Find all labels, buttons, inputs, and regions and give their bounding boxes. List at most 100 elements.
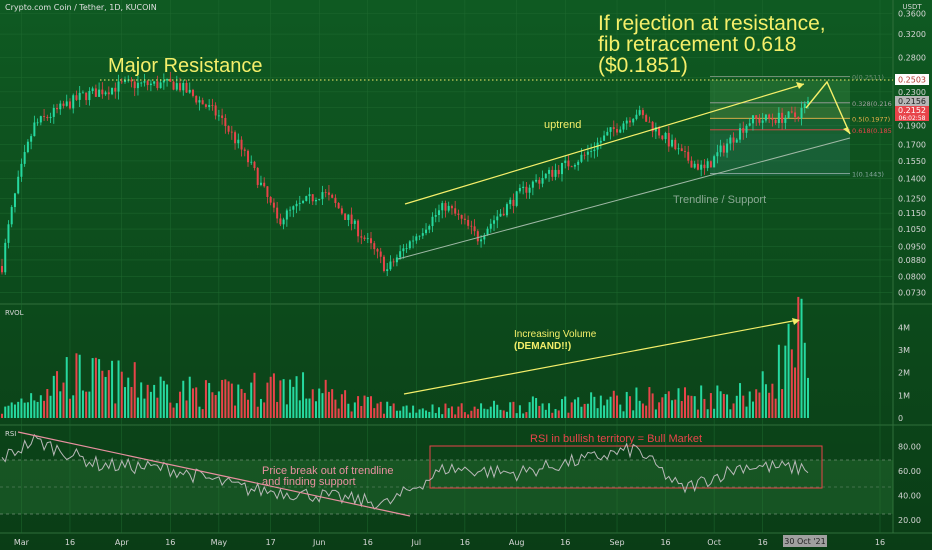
- volume-bar: [421, 408, 424, 418]
- volume-bar: [761, 371, 764, 418]
- candle: [745, 124, 748, 138]
- volume-bar: [221, 379, 224, 418]
- volume-bar: [463, 412, 466, 418]
- candle: [437, 204, 440, 223]
- candle: [768, 113, 771, 124]
- candle: [133, 79, 136, 97]
- candle: [146, 79, 149, 91]
- volume-bar: [195, 387, 198, 418]
- volume-bar: [162, 380, 165, 418]
- candle: [421, 228, 424, 239]
- candle: [661, 135, 664, 141]
- candle: [609, 127, 612, 140]
- price-break-label-1: Price break out of trendline: [262, 465, 393, 477]
- candle: [376, 247, 379, 259]
- candle: [729, 134, 732, 151]
- candle: [39, 115, 42, 126]
- volume-bar: [706, 409, 709, 418]
- volume-bar: [522, 413, 525, 418]
- candle: [535, 174, 538, 183]
- price-tick-label: 0.2800: [898, 53, 926, 62]
- candle: [395, 254, 398, 267]
- candle: [790, 106, 793, 114]
- rsi-tick-label: 40.00: [898, 491, 921, 500]
- candle: [250, 155, 253, 165]
- candle: [7, 220, 10, 249]
- volume-bar: [224, 379, 227, 418]
- candle: [136, 76, 139, 96]
- candle: [350, 207, 353, 231]
- volume-bar: [577, 397, 580, 418]
- candle: [285, 208, 288, 227]
- candle: [703, 158, 706, 175]
- candle: [56, 103, 59, 114]
- price-tick-label: 0.0950: [898, 243, 926, 252]
- price-tick-label: 0.2300: [898, 88, 926, 97]
- volume-bar: [295, 376, 298, 418]
- candle: [75, 90, 78, 101]
- candle: [683, 145, 686, 158]
- volume-bar: [580, 406, 583, 418]
- currency-label: USDT: [902, 3, 922, 11]
- candle: [493, 215, 496, 231]
- candle: [700, 160, 703, 177]
- price-tick-label: 0.1250: [898, 195, 926, 204]
- volume-bar: [726, 394, 729, 418]
- candle: [130, 77, 133, 88]
- candle: [693, 160, 696, 169]
- volume-bar: [124, 387, 127, 418]
- volume-bar: [748, 391, 751, 418]
- volume-bar: [101, 370, 104, 418]
- volume-bar: [437, 407, 440, 418]
- candle: [117, 74, 120, 100]
- volume-bar: [800, 298, 803, 418]
- volume-bar: [687, 395, 690, 418]
- candle: [531, 180, 534, 196]
- candle: [188, 82, 191, 94]
- volume-bar: [667, 391, 670, 418]
- volume-bar: [729, 409, 732, 418]
- candle: [140, 81, 143, 87]
- candle: [318, 198, 321, 201]
- candle: [444, 200, 447, 218]
- volume-bar: [253, 372, 256, 418]
- candle: [687, 145, 690, 164]
- candle: [382, 254, 385, 273]
- candle: [263, 177, 266, 188]
- volume-tick-label: 2M: [898, 369, 910, 378]
- volume-bar: [179, 391, 182, 418]
- volume-bar: [408, 412, 411, 418]
- volume-bar: [586, 403, 589, 418]
- volume-bar: [289, 379, 292, 418]
- volume-bar: [30, 393, 33, 418]
- volume-bar: [81, 390, 84, 418]
- candle: [567, 155, 570, 171]
- fib-retracement-zone: [710, 80, 850, 176]
- volume-bar: [470, 410, 473, 418]
- candle: [522, 181, 525, 195]
- volume-bar: [480, 403, 483, 418]
- symbol-title: Crypto.com Coin / Tether, 1D, KUCOIN: [5, 3, 157, 12]
- candle: [722, 142, 725, 157]
- candle: [787, 111, 790, 119]
- candle: [570, 165, 573, 168]
- volume-bar: [17, 401, 20, 418]
- volume-bar: [625, 391, 628, 418]
- candle: [781, 108, 784, 130]
- volume-bar: [188, 376, 191, 418]
- candle: [664, 131, 667, 144]
- volume-bar: [279, 380, 282, 418]
- volume-bar: [305, 398, 308, 418]
- candle: [357, 219, 360, 243]
- volume-bar: [431, 404, 434, 418]
- candle: [221, 108, 224, 125]
- volume-bar: [308, 398, 311, 418]
- volume-bar: [1, 413, 3, 418]
- volume-bar: [237, 384, 240, 418]
- volume-bar: [104, 376, 107, 418]
- candle: [172, 80, 175, 91]
- volume-bar: [777, 344, 780, 418]
- candle: [68, 98, 71, 110]
- volume-bar: [457, 406, 460, 418]
- volume-bar: [386, 401, 389, 418]
